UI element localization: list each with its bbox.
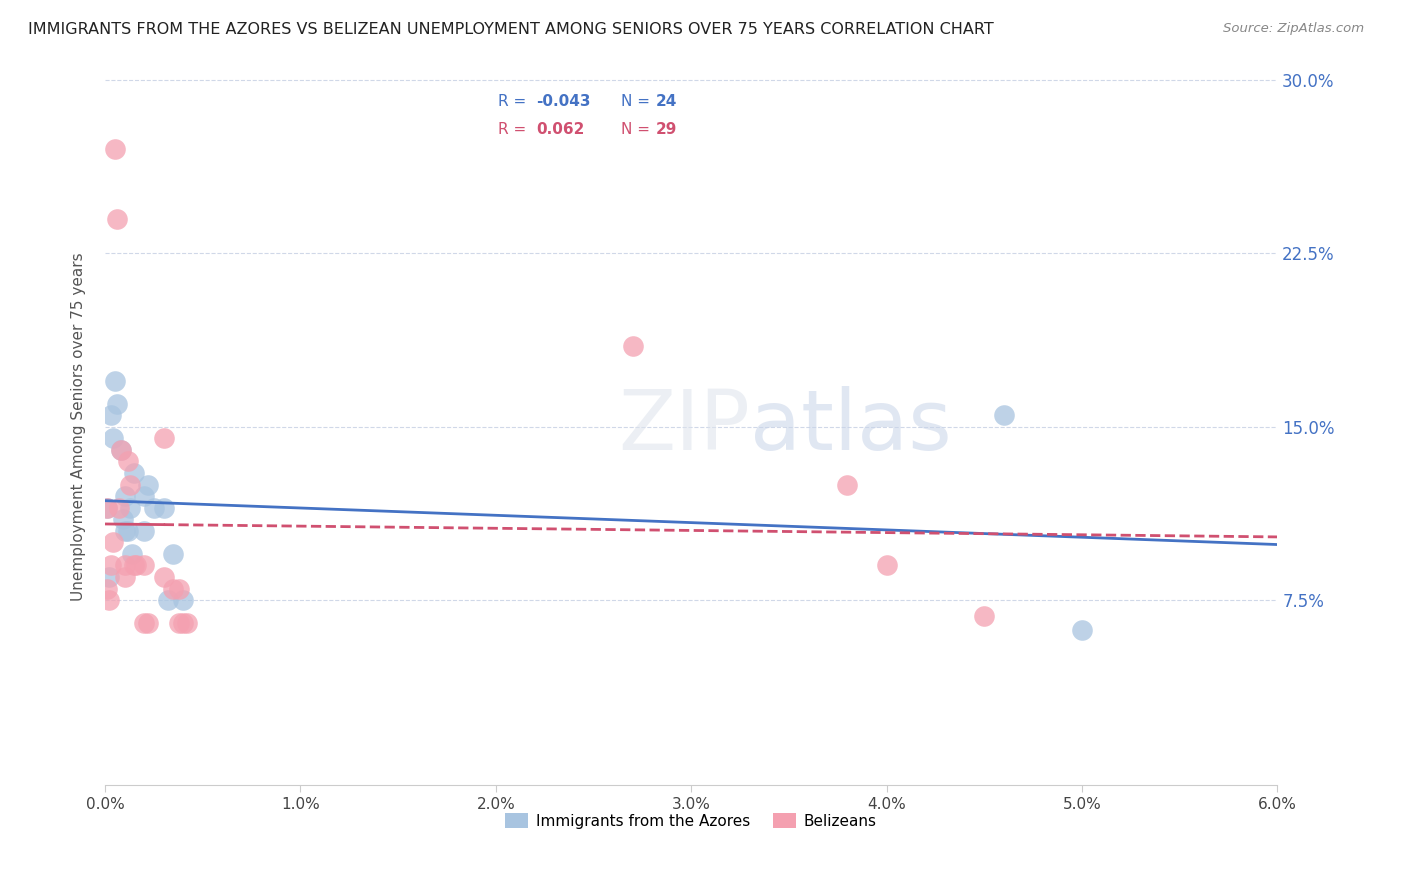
Text: 0.062: 0.062: [537, 122, 585, 137]
Y-axis label: Unemployment Among Seniors over 75 years: Unemployment Among Seniors over 75 years: [72, 252, 86, 601]
Text: -0.043: -0.043: [537, 94, 591, 109]
Text: atlas: atlas: [749, 386, 952, 467]
Text: Source: ZipAtlas.com: Source: ZipAtlas.com: [1223, 22, 1364, 36]
Point: [132, 489, 155, 503]
Point: [142, 500, 165, 515]
Point: [117, 454, 139, 468]
Point: [152, 570, 174, 584]
Point: [105, 397, 128, 411]
Text: R =: R =: [498, 94, 531, 109]
Text: 29: 29: [657, 122, 678, 137]
Point: [152, 500, 174, 515]
Point: [96, 500, 118, 515]
Text: N =: N =: [621, 94, 655, 109]
Point: [172, 593, 194, 607]
Point: [176, 616, 198, 631]
Point: [97, 570, 120, 584]
Point: [124, 466, 146, 480]
Point: [125, 558, 148, 573]
Point: [100, 409, 122, 423]
Point: [101, 431, 124, 445]
Point: [162, 547, 184, 561]
Point: [621, 339, 644, 353]
Legend: Immigrants from the Azores, Belizeans: Immigrants from the Azores, Belizeans: [499, 806, 883, 835]
Point: [993, 409, 1015, 423]
Point: [110, 442, 132, 457]
Point: [114, 570, 136, 584]
Point: [136, 616, 159, 631]
Point: [121, 547, 143, 561]
Point: [167, 582, 190, 596]
Point: [1070, 624, 1092, 638]
Point: [132, 524, 155, 538]
Point: [876, 558, 898, 573]
Point: [114, 524, 136, 538]
Point: [101, 535, 124, 549]
Point: [110, 442, 132, 457]
Point: [105, 211, 128, 226]
Point: [156, 593, 179, 607]
Text: N =: N =: [621, 122, 655, 137]
Text: IMMIGRANTS FROM THE AZORES VS BELIZEAN UNEMPLOYMENT AMONG SENIORS OVER 75 YEARS : IMMIGRANTS FROM THE AZORES VS BELIZEAN U…: [28, 22, 994, 37]
Point: [152, 431, 174, 445]
Point: [136, 477, 159, 491]
Point: [167, 616, 190, 631]
Point: [111, 512, 134, 526]
Point: [104, 143, 127, 157]
Point: [96, 582, 118, 596]
Text: ZIP: ZIP: [617, 386, 749, 467]
Point: [114, 489, 136, 503]
Point: [120, 477, 142, 491]
Point: [837, 477, 859, 491]
Point: [120, 500, 142, 515]
Point: [96, 500, 118, 515]
Point: [107, 500, 129, 515]
Text: R =: R =: [498, 122, 531, 137]
Point: [100, 558, 122, 573]
Point: [172, 616, 194, 631]
Point: [104, 374, 127, 388]
Point: [132, 616, 155, 631]
Text: 24: 24: [657, 94, 678, 109]
Point: [114, 558, 136, 573]
Point: [973, 609, 995, 624]
Point: [124, 558, 146, 573]
Point: [162, 582, 184, 596]
Point: [97, 593, 120, 607]
Point: [132, 558, 155, 573]
Point: [117, 524, 139, 538]
